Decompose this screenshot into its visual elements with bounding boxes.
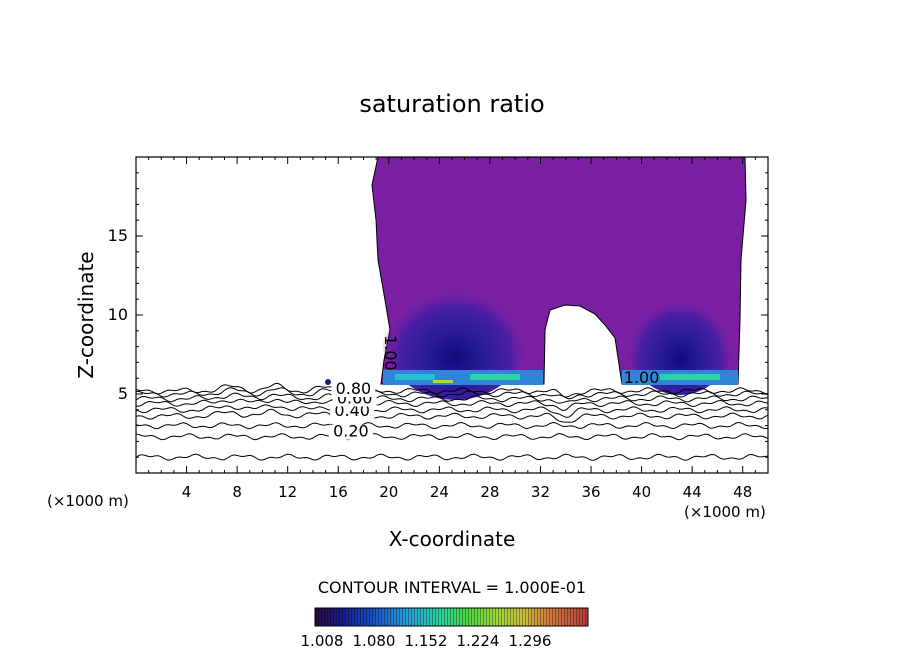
- cloud-base-left: [383, 370, 543, 385]
- contour-line: [136, 408, 768, 423]
- contour-line: [136, 392, 768, 404]
- cloud-base-left-hi2: [470, 374, 520, 380]
- contour-label-bg: [328, 424, 373, 440]
- y-axis: 5 10 15: [108, 172, 768, 458]
- updraft-core-left: [380, 260, 530, 400]
- colorbar-stripes: [315, 608, 588, 626]
- x-tick-label: 36: [581, 483, 600, 501]
- small-cell: [325, 379, 331, 385]
- x-tick-label: 8: [232, 483, 242, 501]
- x-tick-label: 20: [379, 483, 398, 501]
- contour-line: [136, 398, 768, 412]
- contour-lines: [136, 382, 768, 461]
- colorbar-tick-labels: 1.008 1.080 1.152 1.224 1.296: [301, 632, 552, 650]
- x-tick-label: 12: [278, 483, 297, 501]
- contour-line: [136, 404, 768, 418]
- x-tick-label: 24: [430, 483, 449, 501]
- x-tick-label: 40: [632, 483, 651, 501]
- colorbar: 1.008 1.080 1.152 1.224 1.296: [301, 607, 589, 650]
- updraft-core-right: [625, 275, 735, 395]
- contour-label: 0.80: [336, 379, 372, 398]
- x-tick-label: 4: [182, 483, 192, 501]
- contour-label-bg: [331, 382, 376, 397]
- colorbar-tick-label: 1.224: [457, 632, 500, 650]
- x-tick-label: 28: [480, 483, 499, 501]
- cloud-base-right-hi: [660, 374, 720, 380]
- contour-interval: CONTOUR INTERVAL = 1.000E-01: [318, 578, 586, 597]
- colorbar-tick-label: 1.080: [353, 632, 396, 650]
- y-tick-label: 5: [118, 384, 128, 403]
- cloud-base-left-hi: [395, 374, 435, 380]
- contour-line: [136, 421, 768, 430]
- x-axis-title: X-coordinate: [389, 527, 516, 551]
- x-tick-label: 44: [683, 483, 702, 501]
- y-tick-label: 10: [108, 305, 128, 324]
- x-tick-label: 48: [733, 483, 752, 501]
- chart-title: saturation ratio: [359, 90, 544, 118]
- contour-label: 1.00: [381, 335, 400, 371]
- cloud-base-left-peak: [433, 380, 453, 383]
- x-tick-label: 32: [531, 483, 550, 501]
- colorbar-tick-label: 1.152: [405, 632, 448, 650]
- x-unit-note-left: (×1000 m): [47, 492, 129, 510]
- contour-line: [136, 382, 768, 398]
- x-unit-note-right: (×1000 m): [684, 503, 766, 521]
- x-tick-label: 16: [329, 483, 348, 501]
- contour-label-bg: [330, 404, 375, 420]
- y-axis-title: Z-coordinate: [74, 251, 98, 378]
- contour-labels: 0.200.400.600.801.001.00: [328, 335, 660, 441]
- colorbar-tick-label: 1.296: [509, 632, 552, 650]
- x-axis: 4 8 12 16 20 24 28 32 36 40 44 48: [148, 157, 756, 501]
- contour-line: [136, 387, 768, 400]
- y-tick-label: 15: [108, 226, 128, 245]
- supersaturated-region: [325, 157, 747, 400]
- contour-label: 0.20: [333, 422, 369, 441]
- contour-label: 1.00: [624, 368, 660, 387]
- contour-line: [136, 432, 768, 441]
- contour-line: [136, 453, 768, 461]
- colorbar-tick-label: 1.008: [301, 632, 344, 650]
